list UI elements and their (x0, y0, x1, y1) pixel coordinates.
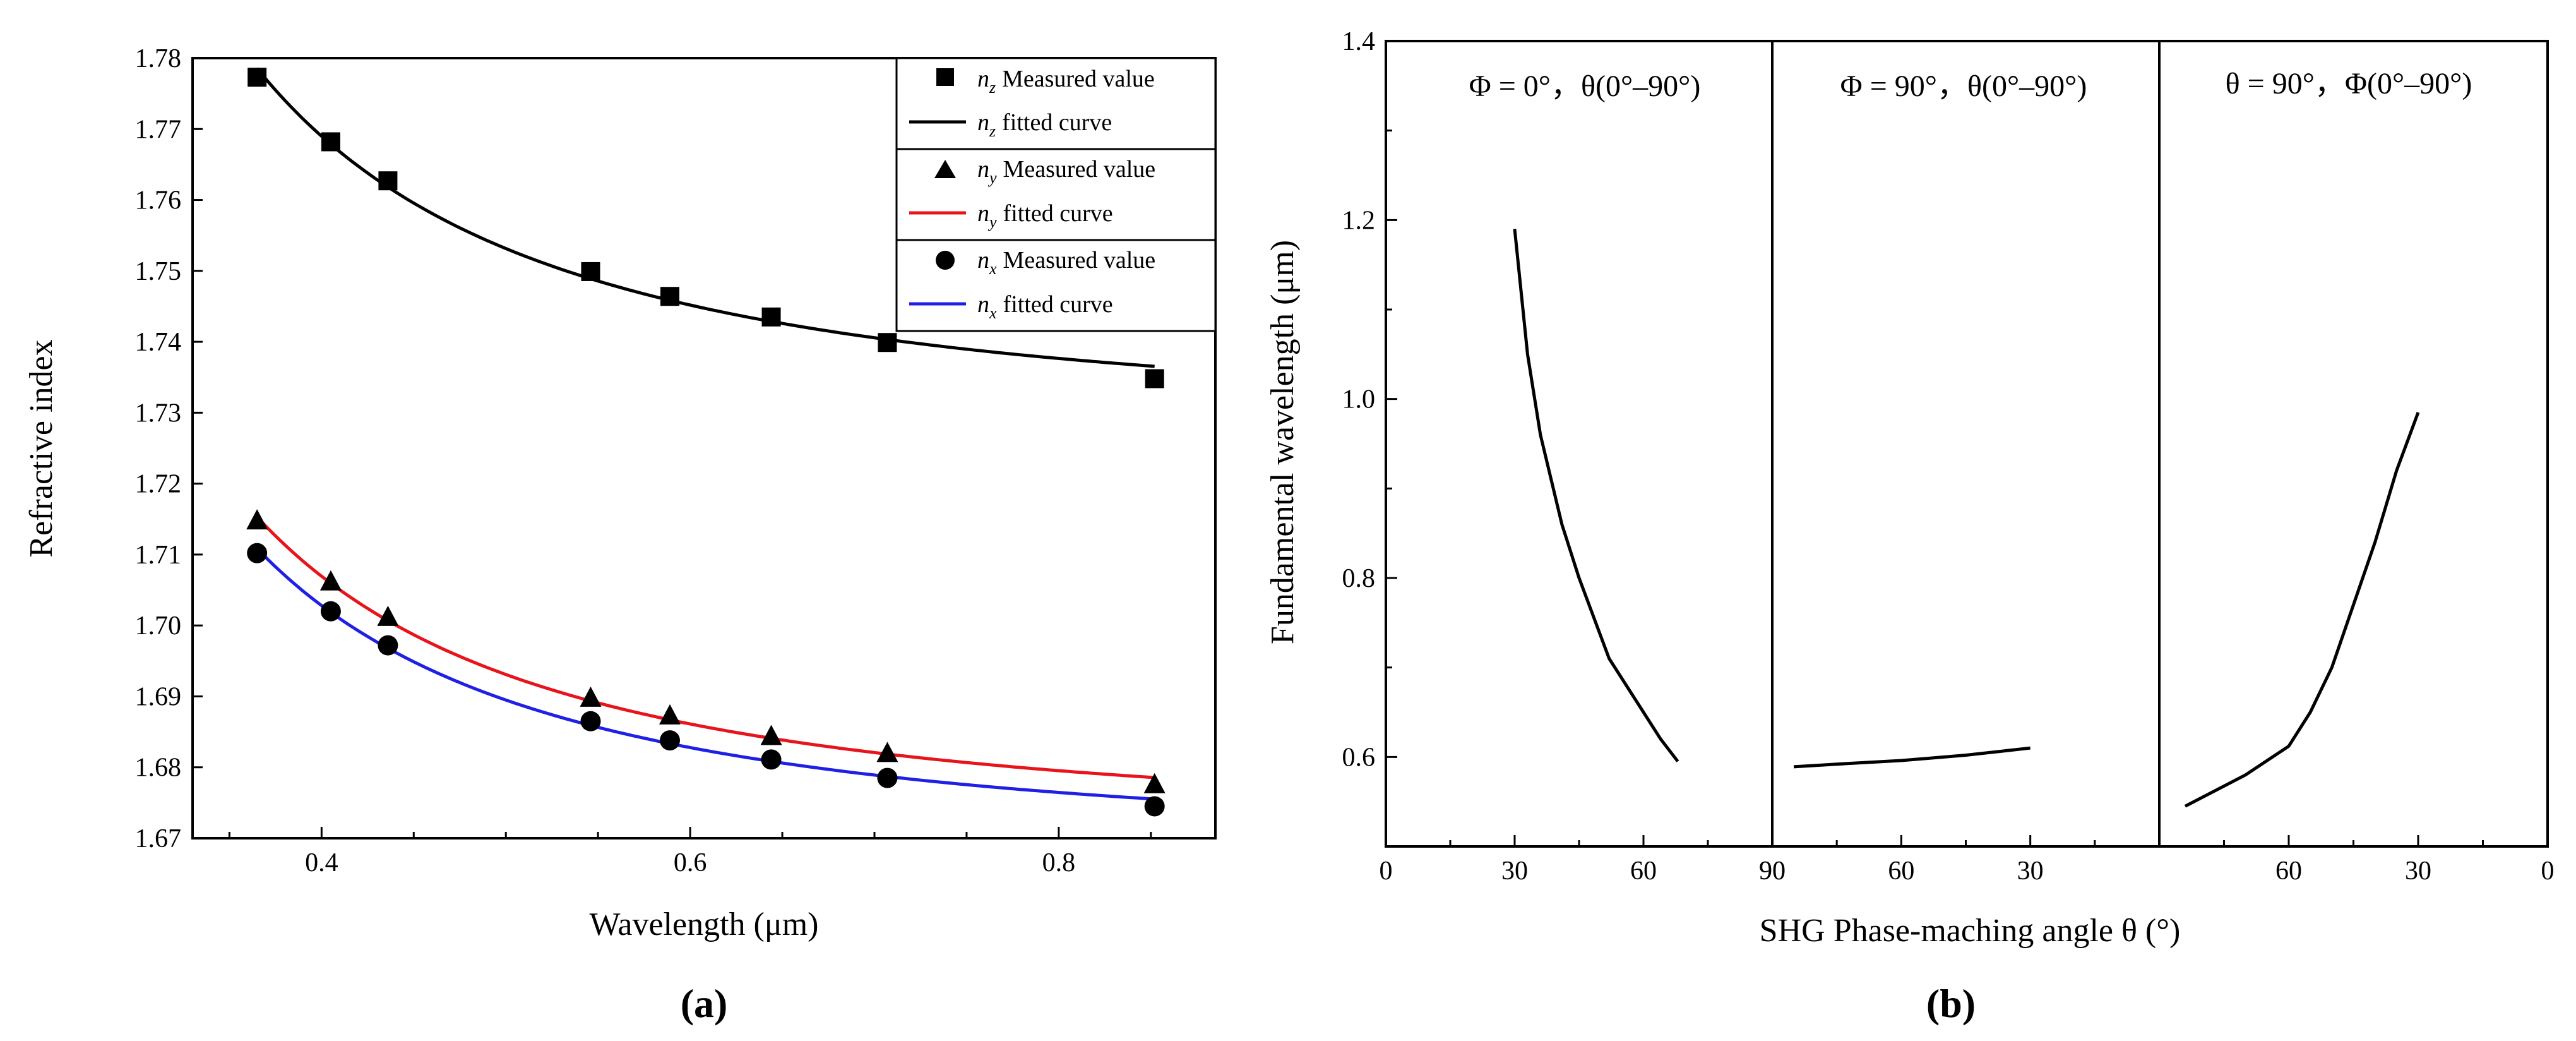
b-x-tick-label: 30 (2017, 857, 2044, 886)
a-x-tick-label: 0.4 (305, 848, 338, 877)
marker-ny (1143, 773, 1166, 793)
a-y-tick-label: 1.69 (135, 682, 182, 711)
legend-ny-fitted: ny fitted curve (977, 200, 1113, 231)
fitted-curve-nx (256, 547, 1155, 801)
marker-nx (660, 730, 680, 751)
marker-nx (247, 543, 268, 563)
b-x-tick-label: 90 (1759, 857, 1786, 886)
a-y-tick-label: 1.73 (135, 399, 182, 428)
marker-nz (878, 333, 897, 352)
phase-matching-curve-2 (1793, 746, 2030, 769)
panel-label-a: (a) (681, 981, 728, 1026)
a-y-tick-label: 1.74 (135, 328, 182, 357)
marker-nz (378, 171, 398, 191)
a-x-axis-label: Wavelength (μm) (589, 906, 818, 942)
b-y-axis-label: Fundamental wavelength (μm) (1265, 240, 1301, 644)
segment-label-phi0: Φ = 0°，θ(0°–90°) (1469, 69, 1701, 103)
a-y-tick-label: 1.70 (135, 611, 182, 641)
a-y-tick-label: 1.68 (135, 754, 182, 783)
legend-ny-measured: ny Measured value (977, 156, 1155, 187)
segment-label-theta90: θ = 90°，Φ(0°–90°) (2226, 67, 2472, 100)
a-y-tick-label: 1.77 (135, 115, 182, 144)
b-y-tick-label: 1.0 (1342, 385, 1376, 414)
b-y-tick-label: 1.4 (1342, 27, 1376, 56)
legend-nz-square-marker (936, 68, 954, 86)
a-y-axis-label: Refractive index (23, 339, 59, 557)
a-measured-markers (246, 68, 1166, 817)
legend-box-a (895, 57, 1217, 332)
fitted-curve-nz (256, 67, 1155, 368)
b-x-tick-label: 90 (1759, 857, 1786, 886)
marker-ny (760, 725, 782, 745)
b-x-tick-label: 60 (1630, 857, 1657, 886)
b-x-tick-label: 60 (2275, 857, 2302, 886)
b-x-tick-label: 0 (2541, 857, 2555, 886)
phase-matching-curve-3 (2184, 412, 2420, 808)
segment-label-phi90: Φ = 90°，θ(0°–90°) (1840, 69, 2087, 103)
legend-nx-fitted: nx fitted curve (977, 291, 1113, 322)
b-x-tick-label: 30 (1501, 857, 1528, 886)
marker-ny (876, 742, 898, 762)
marker-ny (659, 704, 681, 725)
a-y-tick-label: 1.76 (135, 186, 182, 215)
marker-ny (580, 686, 602, 707)
marker-nx (1144, 796, 1165, 817)
b-x-tick-label: 0 (1380, 857, 1393, 886)
marker-nz (1145, 369, 1164, 388)
marker-ny (377, 605, 399, 626)
marker-ny (319, 570, 342, 591)
legend-nz-fitted: nz fitted curve (977, 109, 1112, 140)
marker-nz (660, 287, 679, 306)
phase-matching-curve-1 (1513, 229, 1679, 762)
refractive-index-chart: 1.67 1.68 1.69 1.70 1.71 1.72 1.73 1.74 1.75 1.76… (23, 44, 1217, 1026)
a-fitted-curves (256, 67, 1155, 801)
legend-nx-circle-marker (936, 251, 955, 270)
a-x-tick-label: 0.6 (674, 848, 707, 877)
b-y-tick-label: 1.2 (1342, 206, 1376, 235)
b-y-tick-label: 0.6 (1342, 743, 1376, 772)
a-x-tick-label: 0.8 (1042, 848, 1076, 877)
marker-nx (580, 711, 601, 731)
b-y-tick-label: 0.8 (1342, 564, 1376, 593)
legend-nz-measured: nz Measured value (977, 66, 1155, 97)
legend-nx-measured: nx Measured value (977, 247, 1155, 278)
marker-nx (761, 749, 782, 770)
marker-nz (321, 132, 340, 152)
marker-nz (761, 307, 781, 327)
panel-label-b: (b) (1926, 981, 1976, 1026)
legend-ny-triangle-marker (934, 160, 956, 178)
b-curves (1513, 229, 2420, 808)
plot-frame-a (191, 57, 1217, 839)
a-y-tick-label: 1.78 (135, 44, 182, 73)
a-y-tick-label: 1.71 (135, 541, 182, 570)
b-x-tick-label: 60 (1888, 857, 1914, 886)
marker-nx (877, 767, 898, 788)
a-y-tick-label: 1.67 (135, 824, 182, 853)
marker-nx (378, 635, 398, 656)
marker-nz (247, 68, 267, 87)
marker-nx (320, 601, 341, 622)
marker-nz (581, 262, 600, 281)
a-axis-ticks: 1.67 1.68 1.69 1.70 1.71 1.72 1.73 1.74 1.75 1.76… (135, 44, 1152, 877)
a-y-tick-label: 1.72 (135, 470, 182, 499)
b-x-axis-label: SHG Phase-maching angle θ (°) (1760, 913, 2181, 949)
plot-frame-b (1385, 40, 2549, 848)
a-y-tick-label: 1.75 (135, 257, 182, 286)
b-x-tick-label: 30 (2405, 857, 2431, 886)
marker-ny (246, 509, 268, 530)
legend-a: nz Measured value nz fitted curve ny Measur… (895, 57, 1217, 332)
fitted-curve-ny (256, 515, 1155, 779)
